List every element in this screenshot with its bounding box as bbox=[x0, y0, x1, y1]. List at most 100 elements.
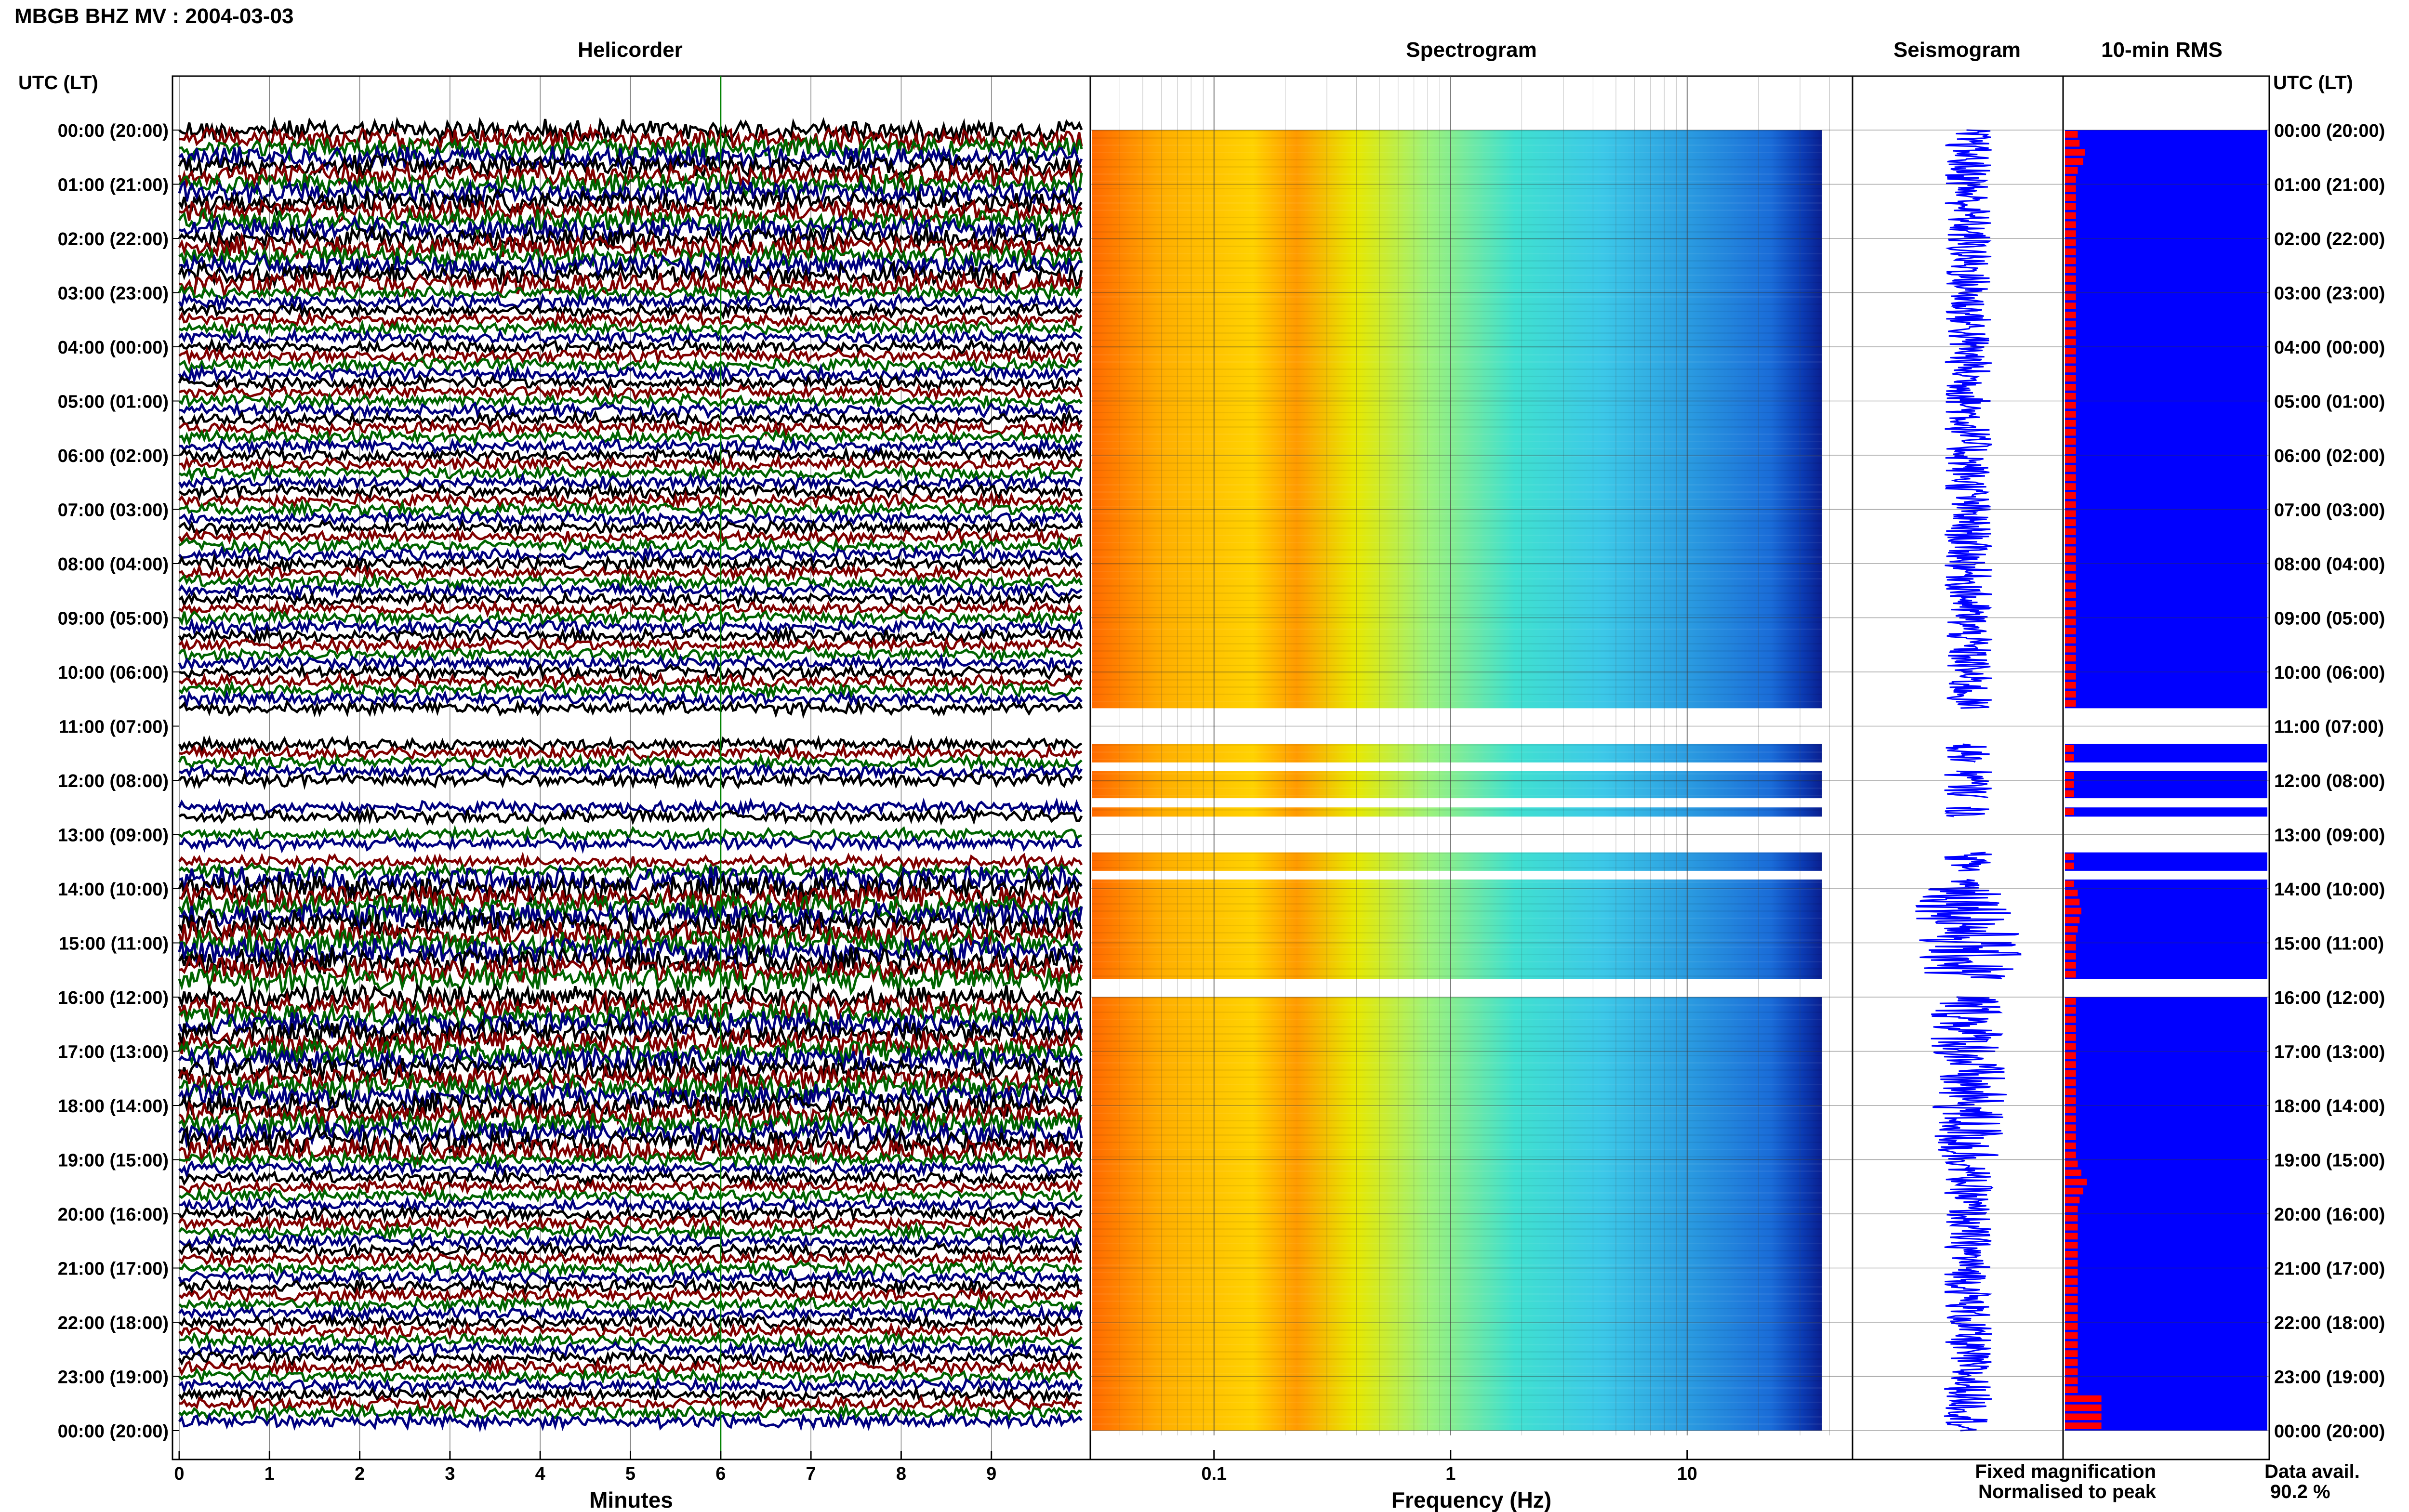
spectrogram-row bbox=[1092, 657, 1822, 659]
spectrogram-row bbox=[1092, 1373, 1822, 1374]
rms-bar bbox=[2065, 1079, 2076, 1086]
spectrogram-row bbox=[1092, 238, 1822, 240]
spectrogram-row bbox=[1092, 1091, 1822, 1092]
seismogram-trace bbox=[1915, 129, 2022, 1432]
x-axes: 0 1 2 3 4 5 6 7 8 9 0.1 1 10 bbox=[174, 1450, 1697, 1484]
rms-bar bbox=[2065, 1377, 2078, 1384]
rms-bar bbox=[2065, 1124, 2076, 1131]
spectrogram-row bbox=[1092, 130, 1822, 131]
spectrogram-row bbox=[1092, 195, 1822, 197]
spectrogram-row bbox=[1092, 556, 1822, 558]
minutes-tick-label: 6 bbox=[715, 1464, 726, 1484]
spectrogram-row bbox=[1092, 997, 1822, 999]
rms-bar bbox=[2065, 456, 2076, 463]
spectrogram-row bbox=[1092, 1178, 1822, 1179]
rms-bar bbox=[2065, 1034, 2076, 1041]
spectrogram-row bbox=[1092, 867, 1822, 868]
spectrogram-row bbox=[1092, 405, 1822, 406]
minutes-tick-label: 7 bbox=[806, 1464, 816, 1484]
spectrogram-row bbox=[1092, 484, 1822, 486]
rms-bar bbox=[2065, 429, 2076, 436]
spectrogram-row bbox=[1092, 1077, 1822, 1078]
spectrogram-row bbox=[1092, 1040, 1822, 1042]
rms-bar bbox=[2065, 312, 2076, 318]
rms-bar bbox=[2065, 655, 2076, 662]
spectrogram-row bbox=[1092, 650, 1822, 652]
time-tick-label-right: 08:00 (04:00) bbox=[2274, 554, 2385, 575]
spectrogram-row bbox=[1092, 1301, 1822, 1302]
spectrogram-row bbox=[1092, 1351, 1822, 1353]
spectrogram-row bbox=[1092, 1250, 1822, 1251]
rms-bar bbox=[2065, 1287, 2078, 1294]
spectrogram-row bbox=[1092, 939, 1822, 941]
rms-gap bbox=[2064, 762, 2268, 771]
spectrogram-row bbox=[1092, 679, 1822, 681]
rms-bar bbox=[2065, 1323, 2078, 1330]
spectrogram-top-margin bbox=[1091, 77, 1852, 130]
spectrogram-row bbox=[1092, 1286, 1822, 1288]
rms-bar bbox=[2065, 772, 2074, 779]
time-tick-label-right: 02:00 (22:00) bbox=[2274, 229, 2385, 250]
rms-bar bbox=[2065, 854, 2074, 860]
rms-fixed-fill bbox=[2065, 130, 2267, 1431]
spectrogram-gap bbox=[1091, 708, 1852, 744]
spectrogram-row bbox=[1092, 744, 1822, 746]
spectrogram-row bbox=[1092, 1069, 1822, 1071]
rms-bar bbox=[2065, 519, 2076, 526]
spectrogram-row bbox=[1092, 1098, 1822, 1100]
spectrogram-row bbox=[1092, 188, 1822, 189]
rms-bar bbox=[2065, 393, 2076, 400]
rms-bar bbox=[2065, 907, 2082, 915]
spectrogram-row bbox=[1092, 1344, 1822, 1345]
time-tick-label-right: 07:00 (03:00) bbox=[2274, 500, 2385, 521]
spectrogram-row bbox=[1092, 881, 1822, 883]
rms-bar bbox=[2065, 474, 2076, 481]
spectrogram-row bbox=[1092, 145, 1822, 146]
rms-bar bbox=[2065, 1052, 2076, 1059]
time-tick-label-left: 13:00 (09:00) bbox=[58, 826, 169, 846]
spectrogram-row bbox=[1092, 303, 1822, 305]
time-tick-label-left: 09:00 (05:00) bbox=[58, 609, 169, 629]
rms-bar bbox=[2065, 465, 2076, 472]
rms-bar bbox=[2065, 1233, 2078, 1240]
rms-plot bbox=[2064, 77, 2268, 1431]
rms-bar bbox=[2065, 1206, 2078, 1212]
spectrogram-row bbox=[1092, 578, 1822, 579]
rms-bar bbox=[2065, 1016, 2076, 1023]
rms-bar bbox=[2065, 302, 2076, 309]
spectrogram-row bbox=[1092, 643, 1822, 644]
frequency-tick-label: 1 bbox=[1445, 1464, 1456, 1484]
spectrogram-row bbox=[1092, 1337, 1822, 1338]
rms-bar bbox=[2065, 329, 2076, 337]
rms-top-margin bbox=[2064, 77, 2268, 130]
minutes-tick-label: 9 bbox=[986, 1464, 996, 1484]
spectrogram-row bbox=[1092, 1423, 1822, 1425]
spectrogram-row bbox=[1092, 1019, 1822, 1020]
rms-bar bbox=[2065, 375, 2076, 381]
time-axis: 00:00 (20:00) 00:00 (20:00) 01:00 (21:00) 0… bbox=[58, 121, 2385, 1442]
rms-bar bbox=[2065, 366, 2076, 373]
spectrogram-gap bbox=[1091, 816, 1852, 853]
time-tick-label-left: 02:00 (22:00) bbox=[58, 229, 169, 250]
spectrogram-row bbox=[1092, 1062, 1822, 1064]
rms-bar bbox=[2065, 158, 2083, 165]
rms-bar bbox=[2065, 1413, 2102, 1420]
spectrogram-row bbox=[1092, 434, 1822, 435]
spectrogram-row bbox=[1092, 1402, 1822, 1403]
rms-bar bbox=[2065, 248, 2076, 255]
rms-gap bbox=[2064, 979, 2268, 997]
rms-bar bbox=[2065, 537, 2076, 544]
rms-gap bbox=[2064, 816, 2268, 853]
time-tick-label-right: 18:00 (14:00) bbox=[2274, 1096, 2385, 1117]
rms-bar bbox=[2065, 438, 2076, 445]
spectrogram-row bbox=[1092, 513, 1822, 514]
rms-bar bbox=[2065, 185, 2076, 192]
spectrogram-row bbox=[1092, 1322, 1822, 1324]
rms-bar bbox=[2065, 176, 2076, 183]
rms-bar bbox=[2065, 1386, 2078, 1393]
spectrogram-row bbox=[1092, 686, 1822, 688]
rms-bar bbox=[2065, 944, 2076, 951]
rms-bar bbox=[2065, 1061, 2076, 1068]
legend-normalised: Normalised to peak bbox=[1978, 1481, 2157, 1502]
spectrogram-row bbox=[1092, 1416, 1822, 1418]
